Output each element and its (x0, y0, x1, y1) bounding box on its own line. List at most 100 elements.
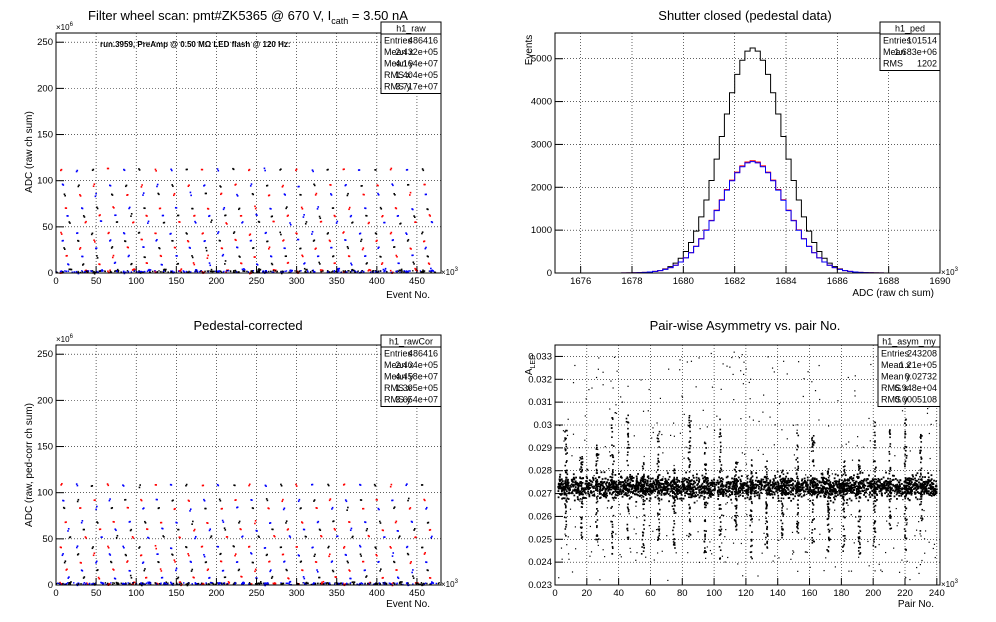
data-point (578, 484, 581, 487)
data-point (903, 492, 905, 494)
x-tick-label: 250 (249, 276, 265, 287)
data-point (307, 582, 309, 585)
data-point (887, 487, 890, 490)
data-point (733, 493, 736, 496)
data-point (421, 231, 424, 234)
data-point (127, 246, 130, 249)
data-point (884, 487, 887, 490)
data-point (132, 583, 135, 585)
data-point (792, 489, 795, 492)
data-point (619, 488, 622, 491)
data-point (659, 479, 662, 482)
data-point (885, 489, 888, 492)
data-point (333, 270, 336, 272)
data-point (678, 489, 681, 492)
panel-corrected-xlabel: Event No. (386, 599, 430, 610)
data-point (611, 474, 614, 476)
data-point (611, 481, 613, 484)
data-point (400, 268, 403, 271)
data-point (80, 583, 82, 585)
data-point (773, 487, 776, 490)
data-point (656, 494, 659, 497)
data-point (866, 485, 869, 488)
data-point (301, 254, 303, 257)
data-point (180, 268, 183, 270)
data-point (408, 270, 410, 272)
data-point (806, 483, 809, 486)
data-point (765, 479, 768, 482)
data-point (141, 238, 143, 241)
stats-label: RMS x (384, 70, 412, 80)
data-point (601, 478, 604, 480)
data-point (746, 489, 749, 492)
data-point (220, 582, 223, 584)
data-point (579, 482, 582, 485)
data-point (375, 169, 377, 171)
data-point (849, 485, 852, 487)
data-point (664, 480, 666, 483)
data-point (905, 481, 908, 484)
data-point (211, 582, 213, 584)
data-point (777, 497, 780, 500)
data-point (328, 499, 331, 502)
data-point (296, 546, 298, 548)
data-point (722, 495, 725, 497)
data-point (425, 193, 427, 196)
data-point (395, 270, 397, 273)
data-point (146, 270, 149, 273)
data-point (769, 488, 772, 491)
data-point (317, 582, 319, 585)
data-point (835, 480, 837, 483)
data-point (585, 480, 588, 482)
data-point (598, 497, 601, 500)
data-point (721, 490, 724, 493)
data-point (595, 468, 598, 471)
data-point (327, 546, 329, 549)
data-point (797, 487, 800, 490)
data-point (686, 481, 689, 484)
data-point (627, 427, 629, 430)
data-point (611, 436, 613, 439)
data-point (286, 206, 288, 208)
data-point (397, 577, 400, 580)
data-point (326, 270, 329, 272)
data-point (209, 528, 212, 530)
data-point (806, 486, 809, 489)
data-point (60, 546, 62, 549)
data-point (809, 488, 811, 490)
data-point (749, 480, 752, 483)
data-point (251, 271, 254, 273)
data-point (799, 486, 802, 489)
data-point (347, 583, 349, 585)
data-point (591, 481, 594, 483)
data-point (580, 522, 583, 524)
data-point (73, 582, 75, 584)
data-point (645, 482, 648, 485)
panel-corrected-ylabel: ADC (raw, ped-corr ch sum) (24, 403, 35, 527)
data-point (389, 583, 392, 586)
data-point (706, 492, 709, 495)
data-point (647, 477, 650, 480)
y-tick-label: 1000 (531, 225, 552, 236)
data-point (434, 271, 437, 274)
stats-value: 1.395e+05 (395, 383, 438, 393)
data-point (332, 270, 334, 272)
data-point (783, 480, 786, 482)
data-point (81, 264, 84, 266)
data-point (783, 493, 786, 496)
data-point (174, 507, 176, 510)
data-point (885, 491, 888, 493)
data-point (585, 484, 588, 487)
data-point (923, 491, 926, 494)
data-point (578, 490, 581, 493)
data-point (366, 262, 368, 264)
data-point (191, 207, 194, 210)
data-point (561, 497, 564, 500)
data-point (934, 493, 936, 495)
data-point (678, 480, 681, 483)
data-point (874, 492, 877, 495)
data-point (280, 483, 282, 486)
data-point (146, 215, 148, 217)
data-point (616, 490, 619, 493)
data-point (421, 168, 424, 170)
